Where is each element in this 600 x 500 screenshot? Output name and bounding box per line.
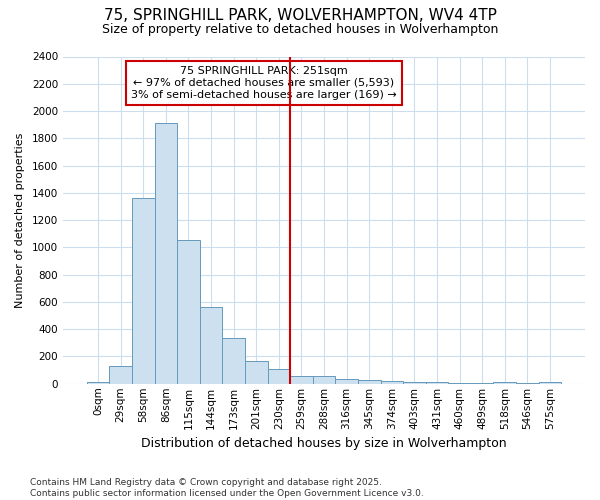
Bar (335, 379, 358, 384)
Bar (155, 124, 177, 384)
Y-axis label: Number of detached properties: Number of detached properties (15, 132, 25, 308)
Bar (380, 381, 403, 384)
Text: Contains HM Land Registry data © Crown copyright and database right 2025.
Contai: Contains HM Land Registry data © Crown c… (30, 478, 424, 498)
Bar (358, 380, 380, 384)
Bar (132, 198, 155, 384)
Text: 75, SPRINGHILL PARK, WOLVERHAMPTON, WV4 4TP: 75, SPRINGHILL PARK, WOLVERHAMPTON, WV4 … (104, 8, 496, 22)
Bar (109, 366, 132, 384)
Text: 75 SPRINGHILL PARK: 251sqm
← 97% of detached houses are smaller (5,593)
3% of se: 75 SPRINGHILL PARK: 251sqm ← 97% of deta… (131, 66, 397, 100)
Bar (493, 382, 516, 384)
X-axis label: Distribution of detached houses by size in Wolverhampton: Distribution of detached houses by size … (141, 437, 507, 450)
Bar (426, 382, 448, 384)
Bar (223, 338, 245, 384)
Bar (313, 376, 335, 384)
Bar (403, 382, 426, 384)
Bar (200, 308, 223, 384)
Bar (539, 382, 561, 384)
Bar (87, 382, 109, 384)
Bar (448, 383, 471, 384)
Bar (268, 369, 290, 384)
Text: Size of property relative to detached houses in Wolverhampton: Size of property relative to detached ho… (102, 22, 498, 36)
Bar (177, 240, 200, 384)
Bar (245, 360, 268, 384)
Bar (290, 376, 313, 384)
